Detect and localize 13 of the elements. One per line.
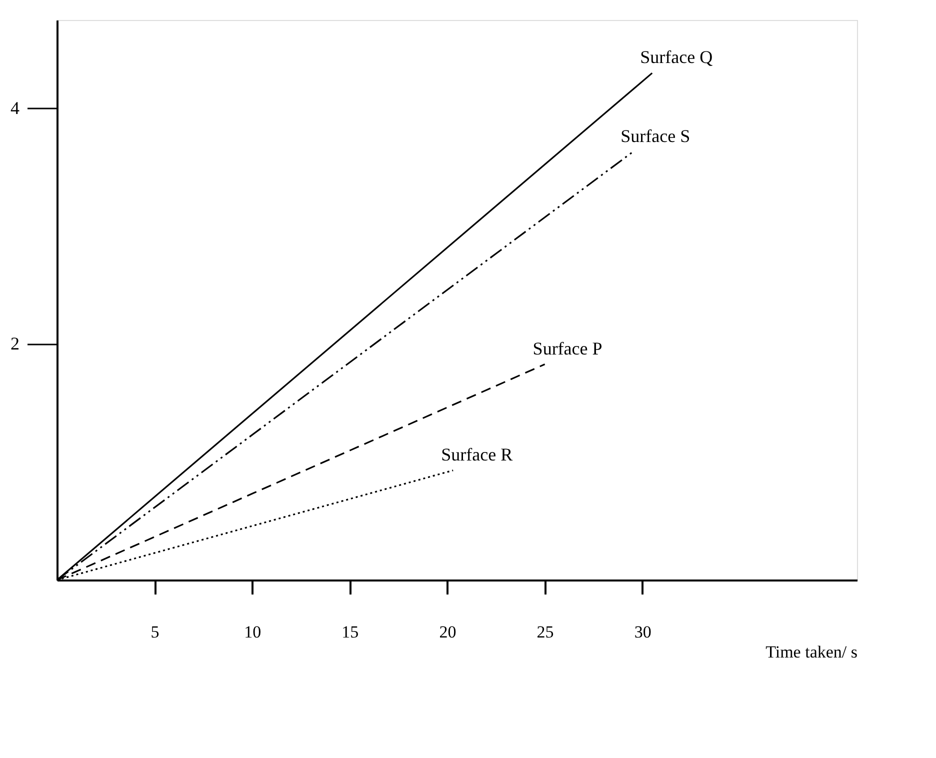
y-tick-label: 4 <box>10 98 20 118</box>
x-tick-label: 5 <box>150 622 160 642</box>
x-tick-label: 20 <box>439 622 456 642</box>
x-tick-label: 25 <box>536 622 554 642</box>
x-tick-label: 15 <box>342 622 359 642</box>
y-tick-label: 2 <box>10 334 20 354</box>
x-axis-title: Time taken/ s <box>766 642 858 662</box>
series-label: Surface P <box>532 338 602 358</box>
x-tick-label: 30 <box>634 622 652 642</box>
series-label: Surface Q <box>640 47 713 68</box>
series-label: Surface R <box>441 444 513 464</box>
series-label: Surface S <box>620 126 690 146</box>
x-tick-label: 10 <box>244 622 262 642</box>
